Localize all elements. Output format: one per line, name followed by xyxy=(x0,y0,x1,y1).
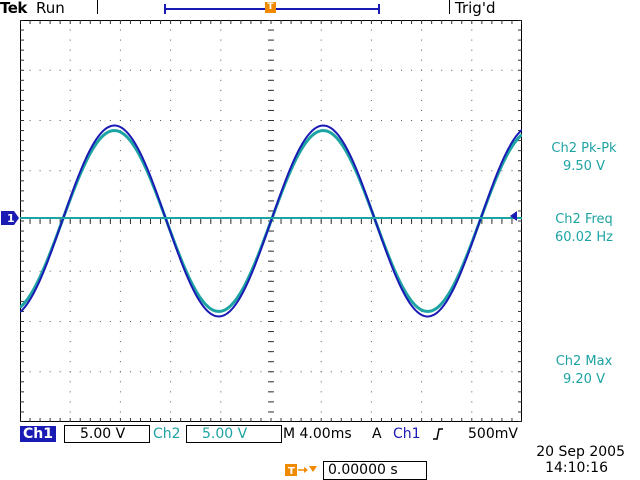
measurement-label: Ch2 Freq xyxy=(555,212,613,227)
trigger-level-marker-icon[interactable] xyxy=(510,211,517,221)
date-readout: 20 Sep 2005 xyxy=(536,444,625,460)
measurement-value: 9.50 V xyxy=(563,159,605,174)
rising-edge-icon xyxy=(433,428,443,440)
measurement-ch2-max[interactable]: Ch2 Max 9.20 V xyxy=(528,353,640,389)
ch2-scale-box xyxy=(186,425,282,443)
measurement-ch2-freq[interactable]: Ch2 Freq 60.02 Hz xyxy=(528,211,640,247)
acquisition-mode: A xyxy=(372,426,382,442)
timebase-readout[interactable]: M 4.00ms xyxy=(283,426,352,442)
waveform-display xyxy=(20,20,522,422)
ch1-volts-per-div[interactable]: 5.00 V xyxy=(80,426,126,442)
measurement-value: 9.20 V xyxy=(563,372,605,387)
ch2-label[interactable]: Ch2 xyxy=(151,426,183,442)
measurement-label: Ch2 Pk-Pk xyxy=(551,141,617,156)
horizontal-position-icon: T xyxy=(285,464,317,477)
header-separator xyxy=(449,0,450,14)
time-readout: 14:10:16 xyxy=(545,460,608,476)
trigger-level-readout[interactable]: 500mV xyxy=(468,426,518,442)
trigger-status: Trig'd xyxy=(455,0,496,17)
svg-text:1: 1 xyxy=(7,212,15,225)
header-separator xyxy=(97,0,98,14)
ch1-label[interactable]: Ch1 xyxy=(20,426,56,442)
horizontal-position-readout[interactable]: 0.00000 s xyxy=(328,462,398,478)
ch1-waveform xyxy=(20,124,522,318)
measurement-ch2-pk-pk[interactable]: Ch2 Pk-Pk 9.50 V xyxy=(528,140,640,176)
trigger-source[interactable]: Ch1 xyxy=(393,426,421,442)
ch1-ground-marker-icon[interactable]: 1 xyxy=(1,211,19,225)
measurement-value: 60.02 Hz xyxy=(555,230,613,245)
trigger-position-icon: T xyxy=(265,2,276,13)
ch2-volts-per-div[interactable]: 5.00 V xyxy=(202,426,248,442)
graticule-center-axes xyxy=(20,20,522,422)
svg-text:T: T xyxy=(288,466,295,477)
measurement-label: Ch2 Max xyxy=(555,354,613,369)
run-status: Run xyxy=(36,0,65,17)
ch1-scale-box xyxy=(64,425,150,443)
brand-logo: Tek xyxy=(0,0,27,17)
